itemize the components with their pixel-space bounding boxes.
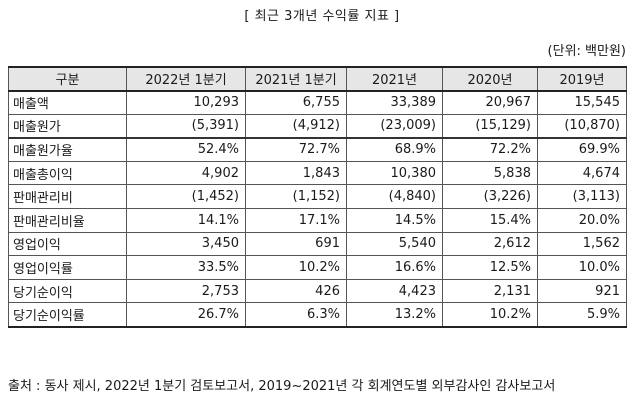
table-cell: 14.1%: [126, 208, 246, 233]
table-row: 매출총이익 4,902 1,843 10,380 5,838 4,674: [8, 160, 627, 186]
column-header-2021: 2021년: [346, 66, 443, 92]
table-cell: (5,391): [126, 113, 246, 139]
table-cell: 5,838: [442, 160, 538, 186]
profitability-table: 구분 2022년 1분기 2021년 1분기 2021년 2020년 2019년…: [8, 66, 627, 328]
table-row: 매출원가율 52.4% 72.7% 68.9% 72.2% 69.9%: [8, 137, 627, 162]
table-cell: (1,152): [245, 184, 347, 210]
row-label: 매출원가율: [8, 137, 127, 162]
table-cell: 1,843: [245, 160, 347, 186]
table-cell: 426: [245, 278, 347, 304]
table-cell: 10,293: [126, 90, 246, 115]
table-title: [ 최근 3개년 수익률 지표 ]: [244, 9, 400, 24]
row-label: 매출원가: [8, 113, 127, 139]
row-label: 판매관리비율: [8, 208, 127, 233]
table-row: 영업이익 3,450 691 5,540 2,612 1,562: [8, 231, 627, 257]
source-note: 출처 : 동사 제시, 2022년 1분기 검토보고서, 2019~2021년 …: [8, 379, 556, 394]
table-cell: 3,450: [126, 231, 246, 257]
table-cell: 13.2%: [346, 302, 443, 328]
table-cell: 5,540: [346, 231, 443, 257]
table-cell: 26.7%: [126, 302, 246, 328]
table-cell: (4,840): [346, 184, 443, 210]
row-label: 당기순이익률: [8, 302, 127, 328]
table-cell: 6.3%: [245, 302, 347, 328]
table-cell: (3,226): [442, 184, 538, 210]
table-cell: 20,967: [442, 90, 538, 115]
column-header-2019: 2019년: [537, 66, 627, 92]
table-cell: 20.0%: [537, 208, 627, 233]
table-cell: 17.1%: [245, 208, 347, 233]
table-row: 당기순이익 2,753 426 4,423 2,131 921: [8, 278, 627, 304]
table-cell: 2,753: [126, 278, 246, 304]
table-cell: 72.2%: [442, 137, 538, 162]
column-header-2022q1: 2022년 1분기: [126, 66, 246, 92]
table-cell: 33.5%: [126, 255, 246, 280]
table-row: 판매관리비율 14.1% 17.1% 14.5% 15.4% 20.0%: [8, 208, 627, 233]
header-row: 구분 2022년 1분기 2021년 1분기 2021년 2020년 2019년: [8, 66, 627, 92]
table-cell: (3,113): [537, 184, 627, 210]
unit-note: (단위: 백만원): [547, 44, 626, 59]
row-label: 판매관리비: [8, 184, 127, 210]
table-cell: (10,870): [537, 113, 627, 139]
table-cell: 2,131: [442, 278, 538, 304]
table-row: 판매관리비 (1,452) (1,152) (4,840) (3,226) (3…: [8, 184, 627, 210]
table-cell: 15,545: [537, 90, 627, 115]
column-header-2020: 2020년: [442, 66, 538, 92]
table-cell: 68.9%: [346, 137, 443, 162]
table-cell: 14.5%: [346, 208, 443, 233]
table-cell: 16.6%: [346, 255, 443, 280]
row-label: 매출총이익: [8, 160, 127, 186]
table-row: 당기순이익률 26.7% 6.3% 13.2% 10.2% 5.9%: [8, 302, 627, 328]
table-cell: 52.4%: [126, 137, 246, 162]
table-row: 영업이익률 33.5% 10.2% 16.6% 12.5% 10.0%: [8, 255, 627, 280]
table-cell: 12.5%: [442, 255, 538, 280]
table-cell: (4,912): [245, 113, 347, 139]
table-cell: (15,129): [442, 113, 538, 139]
table-cell: 10.2%: [245, 255, 347, 280]
table-cell: 15.4%: [442, 208, 538, 233]
table-cell: 10.2%: [442, 302, 538, 328]
table-cell: 4,902: [126, 160, 246, 186]
row-label: 영업이익률: [8, 255, 127, 280]
table-cell: 10.0%: [537, 255, 627, 280]
table-cell: 5.9%: [537, 302, 627, 328]
column-header-2021q1: 2021년 1분기: [245, 66, 347, 92]
table-row: 매출원가 (5,391) (4,912) (23,009) (15,129) (…: [8, 113, 627, 139]
column-header-category: 구분: [8, 66, 127, 92]
table-cell: 691: [245, 231, 347, 257]
table-cell: (23,009): [346, 113, 443, 139]
table-cell: 4,674: [537, 160, 627, 186]
table-cell: 6,755: [245, 90, 347, 115]
table-cell: 1,562: [537, 231, 627, 257]
table-row: 매출액 10,293 6,755 33,389 20,967 15,545: [8, 90, 627, 115]
row-label: 당기순이익: [8, 278, 127, 304]
table-cell: 72.7%: [245, 137, 347, 162]
table-cell: 921: [537, 278, 627, 304]
table-cell: 10,380: [346, 160, 443, 186]
table-cell: 4,423: [346, 278, 443, 304]
row-label: 매출액: [8, 90, 127, 115]
table-cell: 33,389: [346, 90, 443, 115]
table-cell: 2,612: [442, 231, 538, 257]
row-label: 영업이익: [8, 231, 127, 257]
table-cell: 69.9%: [537, 137, 627, 162]
table-cell: (1,452): [126, 184, 246, 210]
